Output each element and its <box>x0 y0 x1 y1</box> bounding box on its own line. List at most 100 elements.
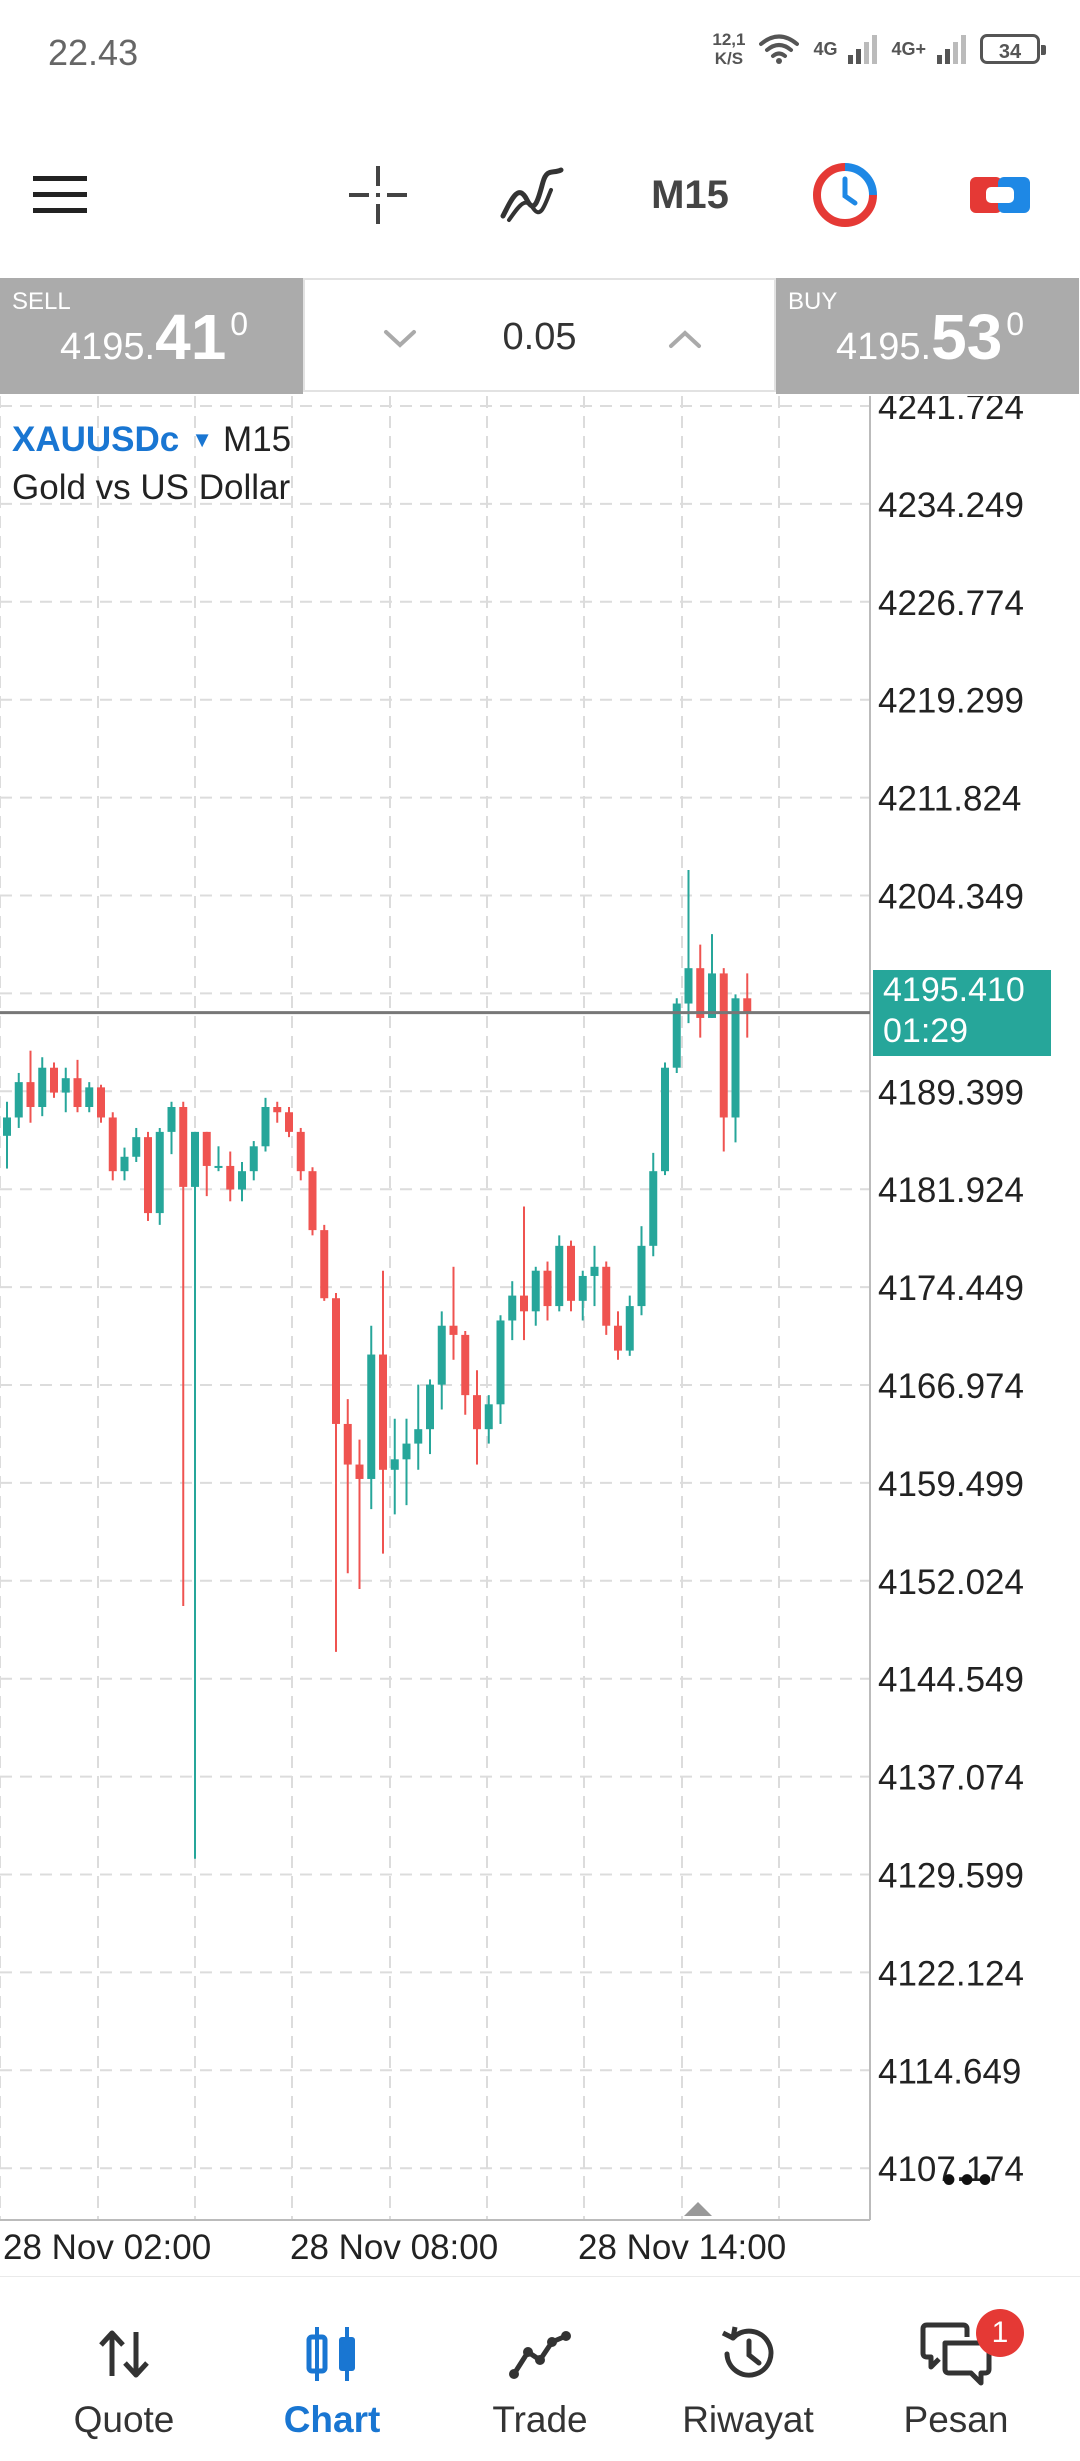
indicators-button[interactable] <box>492 120 572 270</box>
nav-quote-icon-wrap <box>16 2319 232 2389</box>
y-tick-label: 4129.599 <box>878 1857 1024 1896</box>
timeframe-label: M15 <box>651 172 729 217</box>
candle-body <box>132 1137 141 1157</box>
candle-countdown: 01:29 <box>883 1012 969 1050</box>
y-tick-label: 4181.924 <box>878 1171 1024 1210</box>
candle-body <box>202 1131 211 1166</box>
candle-body <box>355 1464 364 1479</box>
signal-1-label: 4G <box>813 38 838 59</box>
y-tick-label: 4159.499 <box>878 1465 1024 1504</box>
price-chart[interactable]: 4241.724 4234.249 4226.774 4219.299 4211.824… <box>0 396 1080 2276</box>
symbol-header[interactable]: XAUUSDc ▼ M15 <box>12 420 291 460</box>
candle-body <box>97 1087 105 1118</box>
network-speed-unit: K/S <box>714 49 744 68</box>
trade-bar: SELL 4195.41 0 0.05 BUY 4195.53 0 <box>0 278 1080 394</box>
trade-line-icon <box>509 2331 571 2379</box>
candle-body <box>226 1165 235 1190</box>
candle-body <box>214 1165 223 1168</box>
nav-chart[interactable]: Chart <box>224 2277 440 2461</box>
y-tick-label: 4107.174 <box>878 2150 1024 2189</box>
signal-1-icon <box>848 35 878 64</box>
symbol-name[interactable]: XAUUSDc <box>12 420 180 459</box>
nav-quote-label: Quote <box>73 2399 175 2440</box>
trade-session-button[interactable] <box>805 120 885 270</box>
candle-body <box>167 1107 176 1132</box>
candle-body <box>26 1082 35 1108</box>
timeframe-button[interactable]: M15 <box>640 120 740 270</box>
wifi-icon <box>759 34 800 64</box>
candle-body <box>191 1131 199 1187</box>
candle-body <box>696 968 705 1018</box>
candle-body <box>320 1230 329 1299</box>
battery-icon: 34 <box>980 34 1046 64</box>
buy-price: 4195.53 0 <box>836 300 1024 374</box>
chevron-up-icon <box>669 330 701 348</box>
candle-body <box>390 1459 399 1470</box>
nav-history-icon-wrap <box>640 2319 856 2389</box>
candle-body <box>684 968 693 1004</box>
candle-body <box>285 1112 293 1132</box>
sell-button[interactable]: SELL 4195.41 0 <box>0 278 303 394</box>
candle-body <box>332 1298 340 1424</box>
history-clock-icon <box>721 2326 774 2378</box>
candle-body <box>308 1171 317 1231</box>
nav-messages[interactable]: 1 Pesan <box>848 2277 1064 2461</box>
candle-body <box>73 1078 82 1108</box>
more-options-icon[interactable]: ••• <box>942 2158 997 2202</box>
candle-body <box>473 1395 481 1430</box>
candle-body <box>155 1131 164 1214</box>
crosshair-button[interactable] <box>338 120 418 270</box>
buy-label: BUY <box>788 288 838 315</box>
candle-body <box>731 998 740 1118</box>
candle-body <box>484 1404 493 1430</box>
candle-body <box>249 1146 258 1172</box>
y-tick-label: 4122.124 <box>878 1954 1024 1993</box>
candle-body <box>555 1245 564 1307</box>
candle-body <box>649 1171 658 1246</box>
scroll-marker-icon <box>684 2202 712 2216</box>
current-price-tag: 4195.410 01:29 <box>873 970 1051 1056</box>
y-tick-label: 4241.724 <box>878 396 1024 427</box>
candle-body <box>602 1266 611 1326</box>
x-tick-label: 28 Nov 08:00 <box>290 2228 498 2267</box>
candle-body <box>590 1266 599 1276</box>
network-speed-value: 12,1 <box>712 30 746 49</box>
candle-body <box>719 973 728 1118</box>
candle-body <box>273 1107 282 1113</box>
sell-price-main: 4195. <box>60 326 156 368</box>
quote-arrows-icon <box>99 2330 149 2378</box>
candle-body <box>61 1078 70 1093</box>
nav-history[interactable]: Riwayat <box>640 2277 856 2461</box>
one-click-trading-button[interactable] <box>960 120 1040 270</box>
symbol-dropdown-icon[interactable]: ▼ <box>191 427 214 452</box>
increase-volume-button[interactable] <box>660 314 710 364</box>
buy-button[interactable]: BUY 4195.53 0 <box>776 278 1079 394</box>
y-tick-label: 4234.249 <box>878 486 1024 525</box>
one-click-trading-icon <box>970 177 1030 213</box>
chart-area[interactable]: 4241.724 4234.249 4226.774 4219.299 4211.824… <box>0 396 1080 2276</box>
volume-value[interactable]: 0.05 <box>502 316 577 358</box>
candle-body <box>543 1270 552 1307</box>
candle-body <box>108 1117 117 1172</box>
nav-history-label: Riwayat <box>682 2399 814 2440</box>
candle-body <box>14 1082 23 1118</box>
candle-body <box>38 1067 47 1108</box>
messages-badge: 1 <box>976 2309 1024 2357</box>
candle-body <box>379 1354 387 1470</box>
symbol-timeframe: M15 <box>223 420 292 459</box>
candle-body <box>3 1117 11 1136</box>
nav-quote[interactable]: Quote <box>16 2277 232 2461</box>
buy-price-fraction: 0 <box>1006 306 1025 342</box>
y-tick-label: 4219.299 <box>878 682 1024 721</box>
candle-body <box>614 1325 622 1351</box>
nav-trade[interactable]: Trade <box>432 2277 648 2461</box>
network-speed: 12,1 K/S <box>712 30 745 68</box>
candle-body <box>144 1137 152 1214</box>
buy-price-big: 53 <box>931 301 1003 373</box>
menu-button[interactable] <box>20 120 100 270</box>
decrease-volume-button[interactable] <box>375 314 425 364</box>
chart-candles-icon <box>306 2327 355 2381</box>
buy-price-main: 4195. <box>836 326 932 368</box>
candle-body <box>625 1306 634 1351</box>
sell-price: 4195.41 0 <box>60 300 248 374</box>
